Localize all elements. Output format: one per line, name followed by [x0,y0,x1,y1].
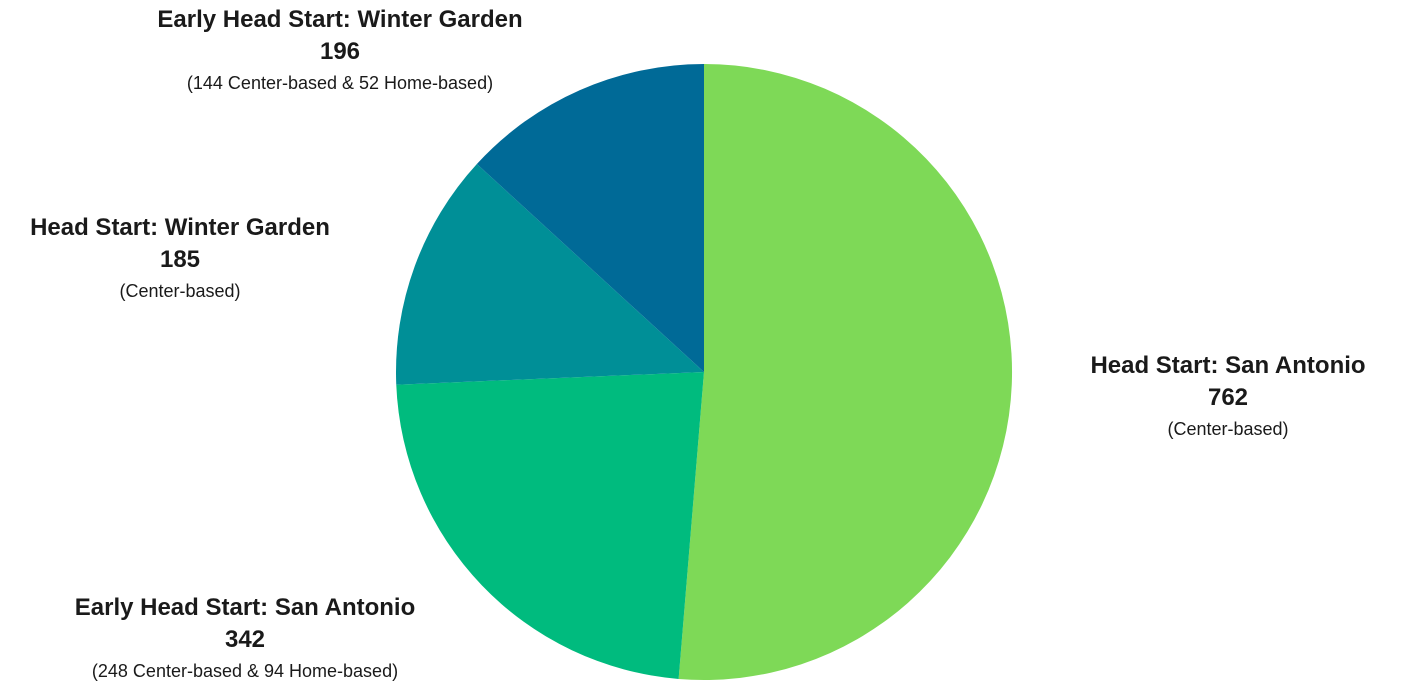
label-early-head-start-san-antonio: Early Head Start: San Antonio 342 (248 C… [75,592,416,684]
label-head-start-san-antonio: Head Start: San Antonio 762 (Center-base… [1090,350,1365,442]
slice-value: 762 [1207,384,1249,411]
slice-value: 196 [319,38,361,65]
slice-name: Head Start: San Antonio [1090,352,1366,379]
slice-value: 342 [224,626,266,653]
pie-slice-early-head-start-san-antonio [396,372,704,679]
slice-detail: (144 Center-based & 52 Home-based) [186,73,494,93]
slice-detail: (Center-based) [1167,419,1289,439]
label-head-start-winter-garden: Head Start: Winter Garden 185 (Center-ba… [30,212,330,304]
slice-name: Early Head Start: Winter Garden [157,6,523,33]
pie-slices [395,63,1013,680]
pie-slice-head-start-san-antonio [678,63,1013,680]
slice-name: Head Start: Winter Garden [30,214,330,241]
label-early-head-start-winter-garden: Early Head Start: Winter Garden 196 (144… [157,4,522,96]
pie-slice-head-start-winter-garden [395,163,704,385]
pie-slice-early-head-start-winter-garden [476,63,704,372]
slice-name: Early Head Start: San Antonio [74,594,416,621]
slice-value: 185 [159,246,201,273]
slice-detail: (248 Center-based & 94 Home-based) [91,661,399,681]
slice-detail: (Center-based) [119,281,241,301]
